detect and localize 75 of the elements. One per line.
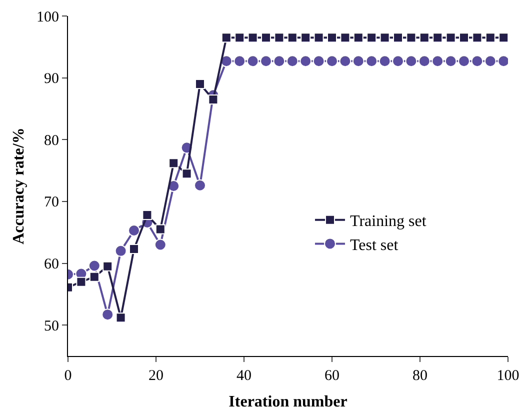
point <box>366 55 378 68</box>
point <box>248 32 258 43</box>
point <box>102 308 114 321</box>
point <box>274 32 284 43</box>
point <box>76 276 86 287</box>
y-tick-label: 60 <box>44 256 59 273</box>
point <box>168 158 179 168</box>
point <box>314 32 324 43</box>
y-axis-title: Accuracy rate/% <box>10 128 28 244</box>
point <box>273 55 286 68</box>
point <box>484 55 496 68</box>
x-tick-label: 40 <box>236 368 252 384</box>
x-tick-label: 20 <box>148 368 164 384</box>
point <box>154 238 166 251</box>
y-tick-label: 50 <box>44 318 59 334</box>
y-tick-label: 100 <box>36 9 59 26</box>
point <box>432 55 444 68</box>
point <box>444 55 457 68</box>
legend-label: Training set <box>350 213 427 230</box>
point <box>432 32 443 43</box>
point <box>195 79 205 89</box>
point <box>88 260 100 272</box>
point <box>194 179 206 192</box>
y-tick-label: 90 <box>44 71 59 88</box>
x-tick-label: 60 <box>324 368 340 384</box>
point <box>208 94 218 104</box>
point <box>405 55 418 68</box>
point <box>221 32 232 43</box>
point <box>378 55 391 68</box>
point <box>418 55 430 68</box>
point <box>286 55 298 68</box>
point <box>260 55 272 68</box>
point <box>261 32 271 43</box>
point <box>340 32 350 43</box>
point <box>393 32 403 43</box>
y-tick-label: 70 <box>44 194 59 211</box>
point <box>380 32 390 43</box>
x-tick-label: 0 <box>64 368 72 384</box>
point <box>458 55 470 68</box>
y-tick-label: 80 <box>44 132 59 149</box>
point <box>234 32 245 43</box>
point <box>312 55 325 68</box>
point <box>459 32 469 43</box>
point <box>366 32 377 43</box>
point <box>116 312 126 323</box>
point <box>326 55 338 68</box>
point <box>234 55 246 68</box>
point <box>406 32 416 43</box>
point <box>114 244 127 257</box>
x-tick-label: 100 <box>496 368 520 384</box>
point <box>155 224 166 234</box>
point <box>246 55 259 68</box>
legend-label: Test set <box>350 236 399 254</box>
point <box>128 224 140 237</box>
x-tick-label: 80 <box>412 368 428 384</box>
point <box>89 272 100 282</box>
point <box>472 32 482 43</box>
point <box>485 32 496 43</box>
point <box>327 32 337 43</box>
x-axis-title: Iteration number <box>228 394 348 411</box>
point <box>102 261 113 272</box>
point <box>471 55 484 68</box>
point <box>129 244 139 254</box>
point <box>419 32 430 43</box>
point <box>446 32 456 43</box>
point <box>182 168 192 179</box>
point <box>300 32 311 43</box>
point <box>339 55 352 68</box>
point <box>353 32 364 43</box>
point <box>498 32 508 43</box>
point <box>142 210 152 220</box>
point <box>392 55 404 68</box>
point <box>352 55 364 68</box>
point <box>287 32 298 43</box>
point <box>300 55 312 68</box>
